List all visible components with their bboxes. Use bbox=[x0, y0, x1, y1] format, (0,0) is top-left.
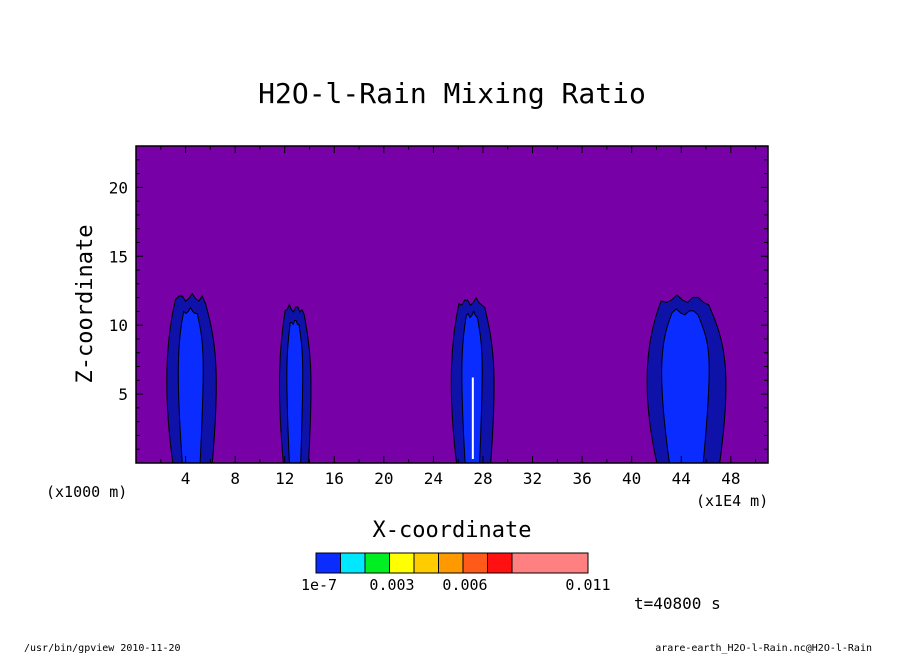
time-label: t=40800 s bbox=[634, 594, 721, 613]
colorbar-label: 0.003 bbox=[369, 576, 414, 594]
y-axis-label: Z-coordinate bbox=[73, 225, 98, 384]
colorbar-swatch bbox=[511, 552, 589, 574]
x-tick-label: 4 bbox=[181, 469, 191, 488]
rain-column bbox=[646, 294, 727, 464]
x-tick-label: 8 bbox=[230, 469, 240, 488]
x-tick-label: 12 bbox=[275, 469, 294, 488]
x-axis-unit-left: (x1000 m) bbox=[46, 483, 127, 501]
rain-column bbox=[278, 303, 312, 464]
contour-level-inner bbox=[177, 306, 204, 464]
x-axis-unit-right: (x1E4 m) bbox=[696, 492, 768, 510]
x-tick-label: 44 bbox=[672, 469, 691, 488]
x-axis-label: X-coordinate bbox=[373, 518, 532, 543]
colorbar-swatch bbox=[438, 552, 464, 574]
colorbar-swatch bbox=[315, 552, 341, 574]
y-tick-label: 10 bbox=[109, 316, 128, 335]
colorbar: 1e-7 0.003 0.006 0.011 bbox=[301, 552, 611, 594]
footer-right: arare-earth_H2O-l-Rain.nc@H2O-l-Rain bbox=[655, 643, 872, 654]
x-tick-label: 20 bbox=[374, 469, 393, 488]
colorbar-swatch bbox=[389, 552, 415, 574]
colorbar-swatch bbox=[340, 552, 366, 574]
x-tick-label: 28 bbox=[473, 469, 492, 488]
colorbar-label: 0.006 bbox=[442, 576, 487, 594]
y-tick-label: 15 bbox=[109, 247, 128, 266]
y-tick-label: 20 bbox=[109, 178, 128, 197]
y-tick-label: 5 bbox=[118, 385, 128, 404]
colorbar-label: 1e-7 bbox=[301, 576, 337, 594]
rain-column bbox=[166, 292, 217, 464]
colorbar-swatch bbox=[364, 552, 390, 574]
x-tick-label: 36 bbox=[572, 469, 591, 488]
colorbar-swatch bbox=[413, 552, 439, 574]
colorbar-swatch bbox=[487, 552, 513, 574]
x-tick-label: 16 bbox=[325, 469, 344, 488]
x-tick-label: 24 bbox=[424, 469, 443, 488]
colorbar-label: 0.011 bbox=[565, 576, 610, 594]
x-tick-label: 40 bbox=[622, 469, 641, 488]
plot-frame bbox=[135, 145, 769, 464]
x-tick-label: 48 bbox=[721, 469, 740, 488]
footer-left: /usr/bin/gpview 2010-11-20 bbox=[24, 643, 181, 654]
contour-level-inner bbox=[286, 320, 304, 464]
chart-title: H2O-l-Rain Mixing Ratio bbox=[258, 77, 646, 110]
x-tick-label: 32 bbox=[523, 469, 542, 488]
contour-level-inner bbox=[661, 308, 710, 464]
rain-columns bbox=[166, 292, 727, 464]
colorbar-swatch bbox=[462, 552, 488, 574]
